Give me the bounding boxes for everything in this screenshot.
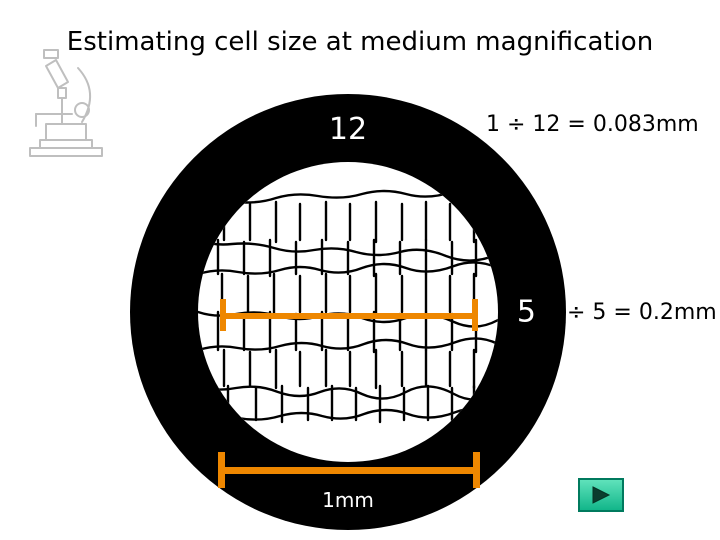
equation-width: 1 ÷ 12 = 0.083mm	[486, 112, 699, 137]
microscope-field: 12 5 1mm	[130, 94, 566, 530]
horizontal-ruler	[220, 299, 478, 331]
count-across-label: 12	[329, 112, 367, 147]
ruler-tick	[472, 299, 478, 331]
ruler-bar	[218, 467, 480, 474]
equation-height: 1 ÷ 5 = 0.2mm	[546, 300, 717, 325]
microscope-icon	[18, 44, 114, 166]
ruler-bar	[220, 313, 478, 319]
ruler-tick	[473, 452, 480, 488]
slide: Estimating cell size at medium magnifica…	[0, 0, 720, 540]
count-down-label: 5	[517, 295, 536, 330]
bottom-ruler	[218, 452, 480, 488]
ruler-label: 1mm	[322, 488, 374, 512]
play-icon	[590, 485, 612, 505]
next-button[interactable]	[578, 478, 624, 512]
